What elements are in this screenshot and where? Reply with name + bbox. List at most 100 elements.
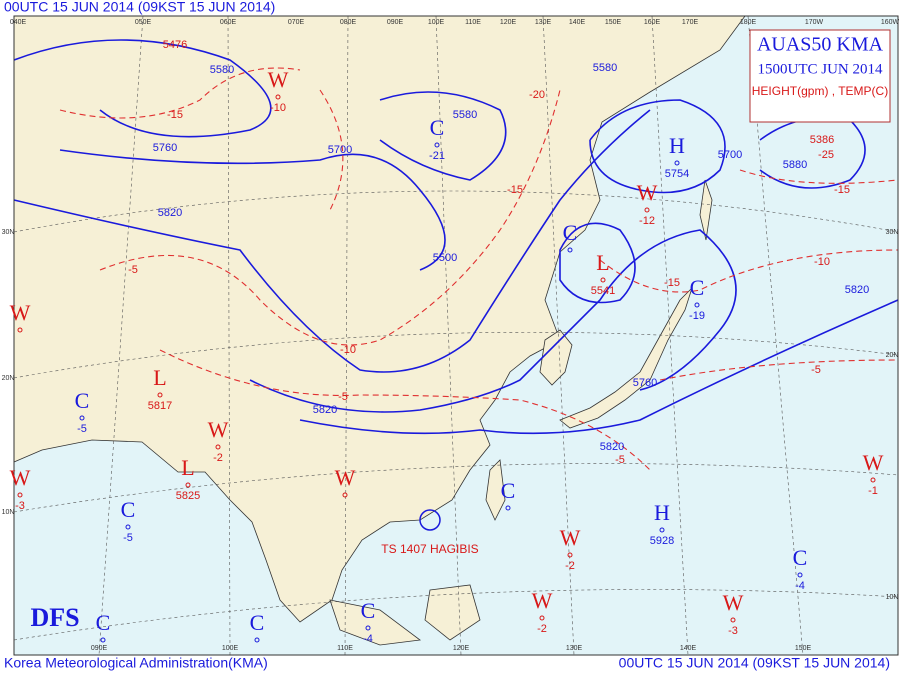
lat-label: 20N [2,375,15,382]
lon-label: 060E [220,19,237,26]
center-dot [79,415,85,421]
center-dot [730,617,736,623]
lon-label: 150E [795,645,812,652]
lon-label: 050E [135,19,152,26]
center-value: -19 [689,310,705,322]
center-label: C [250,610,265,635]
center-dot [275,94,281,100]
lon-label: 180E [740,19,757,26]
temp-label: -15 [507,184,523,196]
lon-label: 090E [387,19,404,26]
lon-label: 100E [428,19,445,26]
center-dot [567,247,573,253]
center-label: C [501,478,516,503]
lon-label: 130E [566,645,583,652]
center-label: L [153,365,166,390]
center-value: 5825 [176,490,200,502]
lon-label: 110E [337,645,353,652]
temp-label: -10 [340,344,356,356]
height-label: 5820 [600,441,624,453]
center-label: C [793,545,808,570]
temp-label: -5 [615,454,625,466]
center-value: 5754 [665,168,689,180]
lon-label: 140E [680,645,697,652]
center-label: W [560,525,581,550]
temp-label: -5 [338,391,348,403]
height-label: 5580 [593,62,617,74]
height-label: 5760 [153,142,177,154]
center-dot [100,637,106,643]
footer-agency: Korea Meteorological Administration(KMA) [4,655,268,671]
center-value: -10 [270,102,286,114]
center-dot [215,444,221,450]
center-label: W [335,465,356,490]
lon-label: 090E [91,645,108,652]
center-dot [185,482,191,488]
center-value: 5817 [148,400,172,412]
temp-label: -20 [529,89,545,101]
center-label: C [430,115,445,140]
height-label: 5820 [313,404,337,416]
lon-label: 170E [682,19,699,26]
temp-label: -10 [814,256,830,268]
lon-label: 100E [222,645,239,652]
center-value: -21 [429,150,445,162]
lon-label: 120E [500,19,517,26]
lon-label: 040E [10,19,27,26]
center-dot [539,615,545,621]
lat-label: 30N [2,229,15,236]
height-contours [13,39,899,435]
temp-label: -15 [167,109,183,121]
graticule [13,15,899,656]
title: AUAS50 KMA [757,34,884,56]
center-label: W [637,180,658,205]
center-dot [434,142,440,148]
islands [329,459,506,646]
center-value: -2 [565,560,575,572]
center-value: -3 [728,625,738,637]
center-dot [157,392,163,398]
center-label: L [181,455,194,480]
center-dot [17,492,23,498]
lat-label: 10N [886,594,899,601]
center-label: C [690,275,705,300]
center-dot [694,302,700,308]
sakhalin [699,179,713,241]
land [13,15,746,623]
temp-label: -15 [664,277,680,289]
lon-label: 070E [288,19,305,26]
map-frame [13,15,899,656]
center-label: C [75,388,90,413]
center-dot [567,552,573,558]
center-value: -4 [363,633,373,645]
center-dot [644,207,650,213]
center-value: -12 [639,215,655,227]
center-value: -2 [537,623,547,635]
center-label: W [268,67,289,92]
temp-label: -5 [128,264,138,276]
lon-label: 120E [453,645,470,652]
lon-label: 080E [340,19,357,26]
japan [559,287,693,429]
center-label: H [669,133,685,158]
center-label: C [361,598,376,623]
center-dot [659,527,665,533]
typhoon-symbol [419,509,441,531]
center-dot [505,505,511,511]
center-value: 5928 [650,535,674,547]
lon-label: 140E [569,19,586,26]
height-label: 5700 [718,149,742,161]
temp-label: -15 [834,184,850,196]
lat-label: 30N [886,229,899,236]
center-label: W [208,417,229,442]
title-box [749,29,891,123]
header-time: 00UTC 15 JUN 2014 (09KST 15 JUN 2014) [4,0,275,15]
height-label: 5700 [328,144,352,156]
height-label: 5760 [633,377,657,389]
center-label: C [121,497,136,522]
center-dot [365,625,371,631]
center-label: L [596,250,609,275]
center-value: -2 [213,452,223,464]
lon-label: 160W [881,19,900,26]
